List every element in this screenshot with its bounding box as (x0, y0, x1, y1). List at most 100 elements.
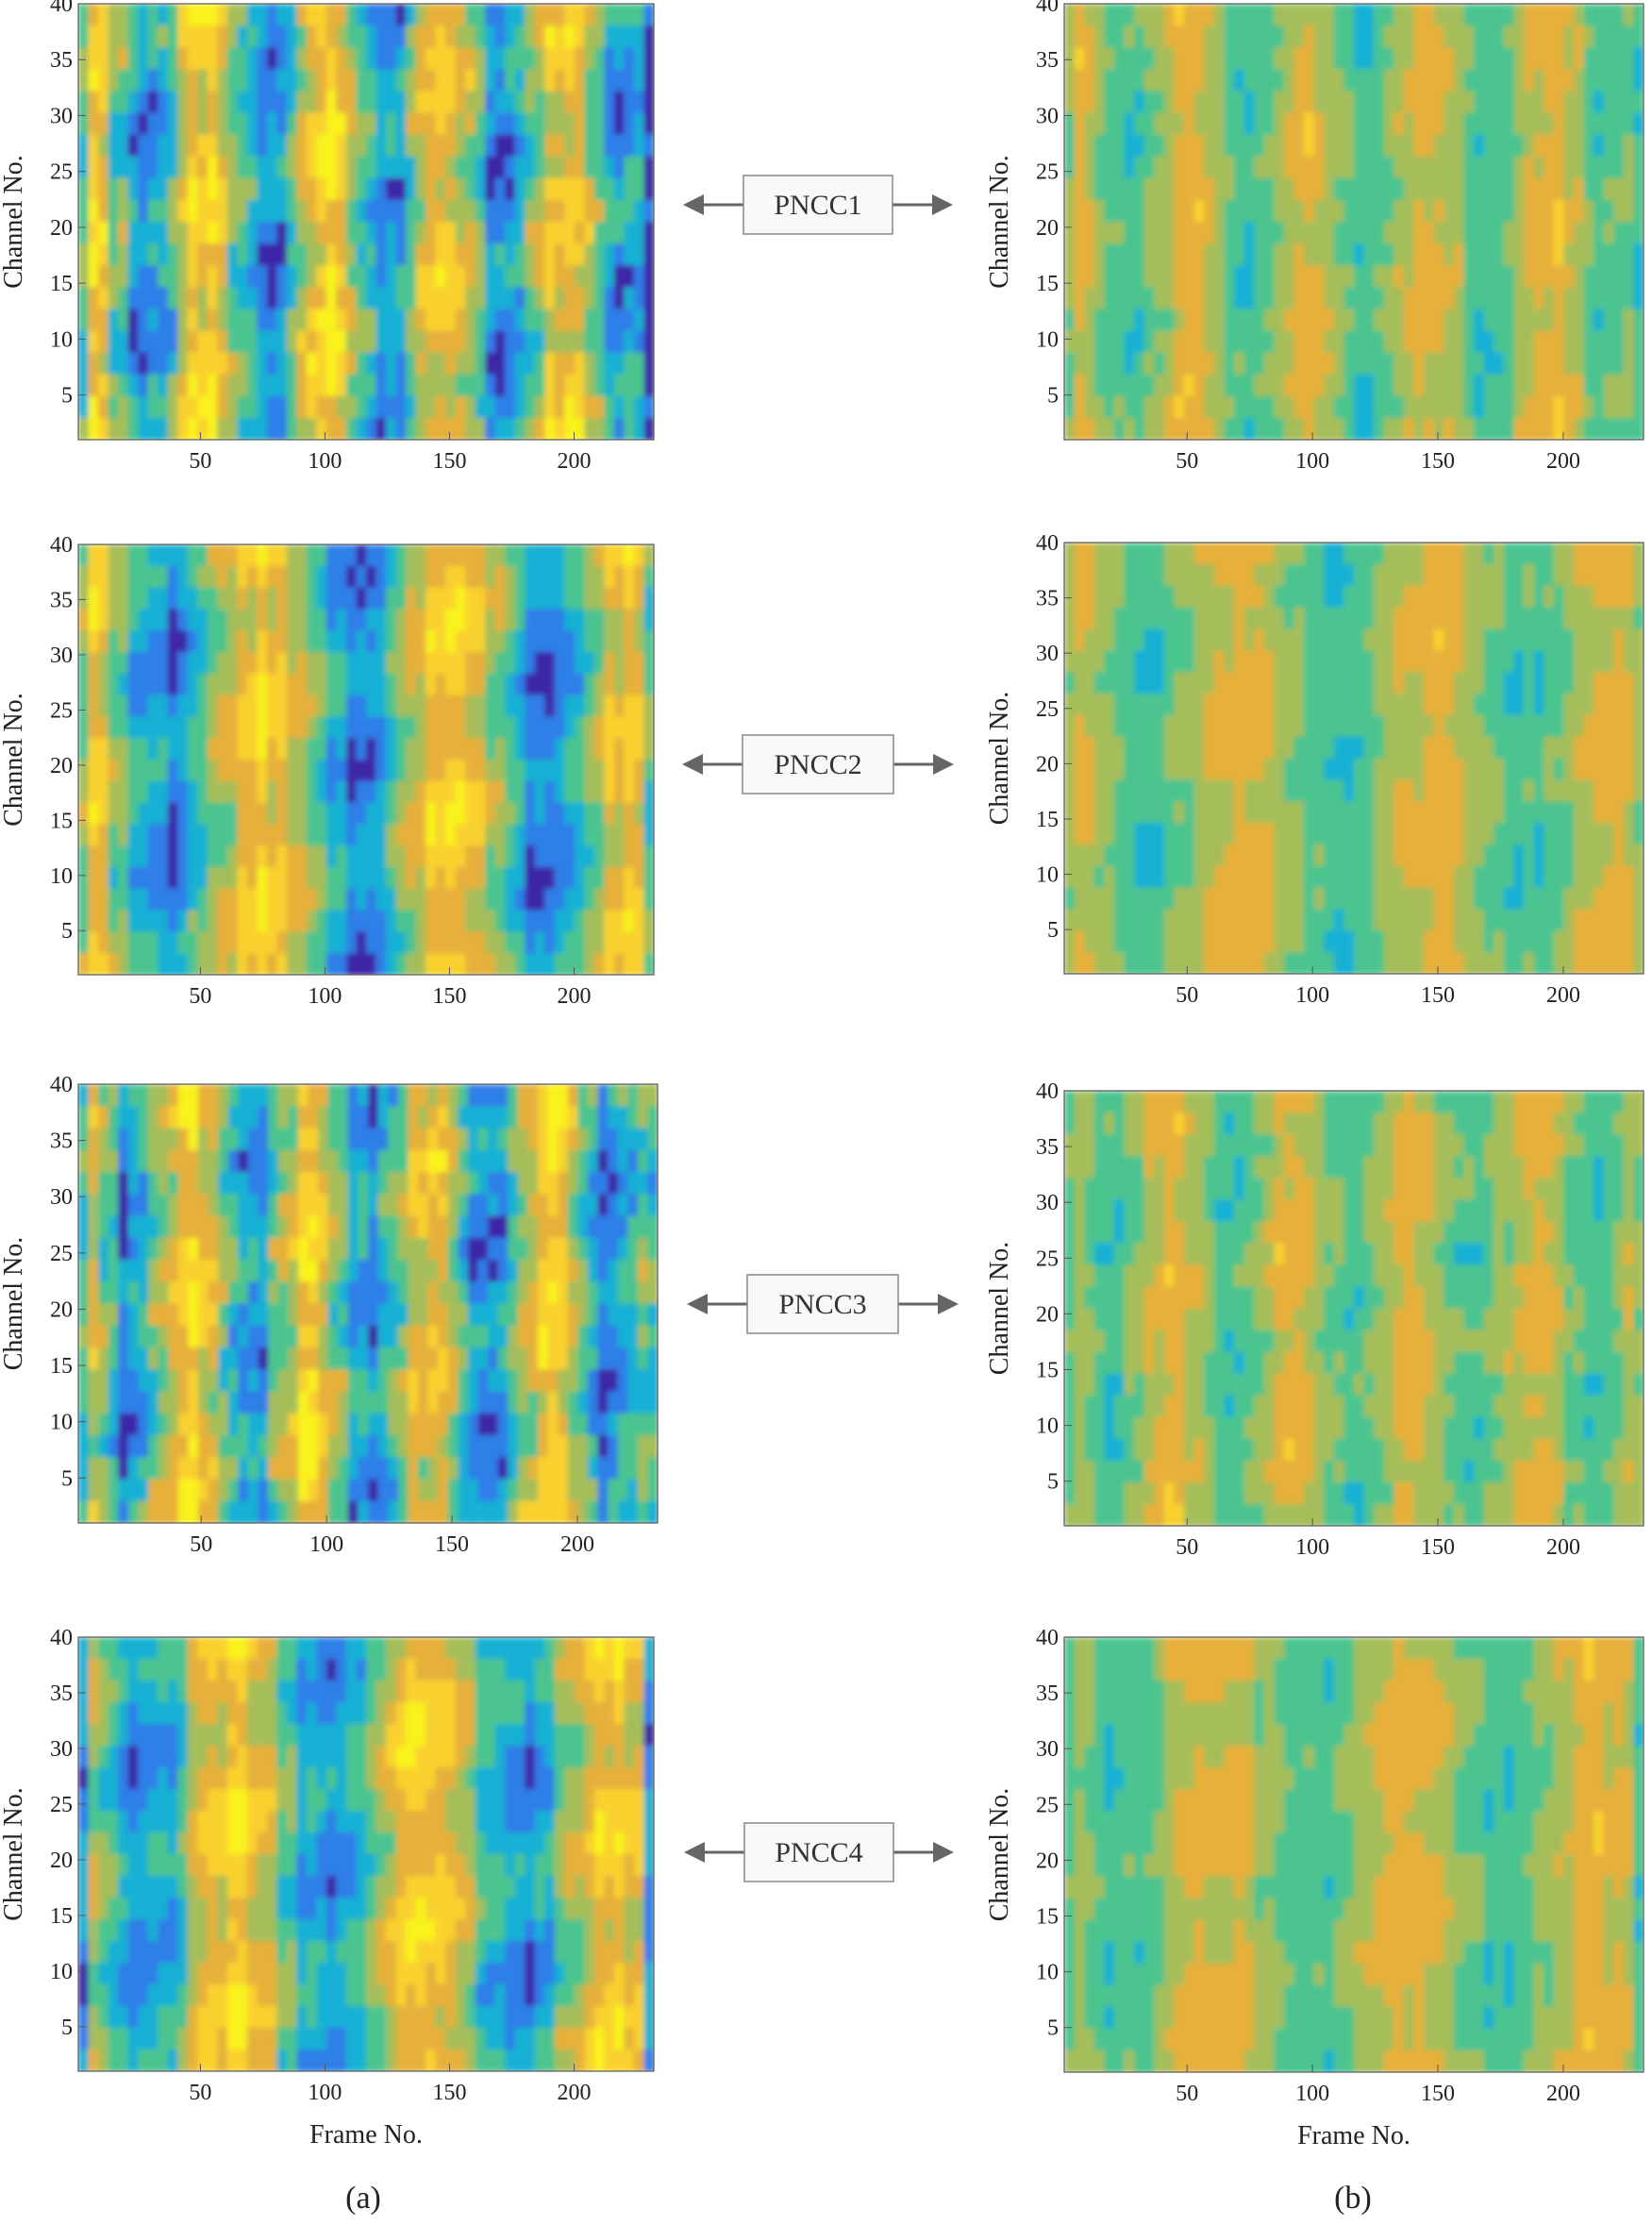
heatmap-cell (286, 156, 298, 179)
heatmap-cell (78, 1325, 90, 1349)
heatmap-cell (266, 112, 278, 136)
heatmap-cell (386, 630, 397, 653)
heatmap-cell (177, 1215, 190, 1239)
heatmap-cell (1224, 563, 1235, 587)
heatmap-cell (435, 352, 447, 376)
heatmap-cell (1143, 243, 1156, 267)
heatmap-cell (1084, 694, 1095, 716)
heatmap-cell (1204, 395, 1215, 419)
heatmap-cell (1293, 650, 1306, 674)
heatmap-cell (604, 69, 615, 92)
heatmap-cell (613, 222, 626, 245)
heatmap-cell (1154, 309, 1165, 332)
heatmap-cell (1553, 156, 1565, 179)
heatmap-cell (465, 374, 476, 397)
heatmap-cell (306, 587, 318, 611)
heatmap-cell (634, 609, 645, 632)
heatmap-cell (167, 25, 179, 49)
heatmap-cell (1623, 112, 1635, 136)
heatmap-cell (375, 352, 387, 376)
heatmap-cell (237, 867, 248, 890)
heatmap-cell (198, 1106, 209, 1129)
heatmap-cell (1424, 779, 1435, 803)
heatmap-cell (306, 69, 318, 92)
heatmap-cell (148, 1128, 159, 1151)
heatmap-cell (1343, 952, 1355, 974)
heatmap-cell (88, 760, 99, 782)
heatmap-cell (1633, 91, 1644, 114)
heatmap-cell (1184, 801, 1195, 825)
heatmap-cell (1633, 177, 1644, 201)
heatmap-cell (1324, 607, 1335, 630)
heatmap-cell (624, 309, 635, 332)
heatmap-cell (108, 544, 120, 567)
heatmap-cell (1283, 156, 1295, 179)
heatmap-cell (356, 199, 367, 223)
heatmap-cell (1254, 714, 1265, 738)
heatmap-cell (257, 330, 268, 354)
heatmap-cell (634, 824, 645, 847)
heatmap-cell (1084, 672, 1095, 694)
heatmap-cell (1413, 801, 1426, 825)
heatmap-cell (1324, 628, 1335, 652)
heatmap-cell (1134, 887, 1145, 911)
heatmap-cell (514, 694, 526, 718)
heatmap-cell (574, 330, 586, 354)
heatmap-cell (1613, 156, 1625, 179)
heatmap-cell (1313, 694, 1326, 716)
heatmap-cell (1064, 395, 1076, 419)
heatmap-cell (1333, 650, 1345, 674)
heatmap-cell (1184, 930, 1195, 954)
heatmap-cell (1343, 199, 1355, 223)
heatmap-cell (1243, 563, 1256, 587)
heatmap-cell (525, 760, 536, 782)
heatmap-cell (1633, 199, 1644, 223)
heatmap-cell (604, 243, 615, 267)
heatmap-cell (207, 716, 219, 740)
heatmap-cell (1204, 4, 1215, 27)
heatmap-cell (346, 112, 358, 136)
heatmap-cell (1513, 309, 1525, 332)
heatmap-cell (534, 352, 546, 376)
heatmap-cell (1623, 352, 1635, 376)
heatmap-cell (1424, 199, 1435, 223)
heatmap-cell (138, 243, 149, 267)
heatmap-cell (1213, 628, 1226, 652)
heatmap-cell (98, 265, 109, 289)
heatmap-cell (177, 694, 189, 718)
heatmap-cell (336, 69, 347, 92)
heatmap-cell (1424, 952, 1435, 974)
heatmap-cell (108, 134, 120, 158)
heatmap-cell (1213, 287, 1226, 310)
heatmap-cell (1603, 714, 1615, 738)
heatmap-cell (1293, 352, 1306, 376)
heatmap-cell (544, 609, 556, 632)
heatmap-cell (158, 953, 169, 975)
heatmap-cell (1104, 801, 1115, 825)
heatmap-cell (375, 309, 387, 332)
heatmap-cell (494, 910, 507, 933)
heatmap-cell (1304, 736, 1315, 760)
heatmap-cell (1483, 714, 1495, 738)
heatmap-cell (485, 199, 496, 223)
heatmap-cell (544, 287, 556, 310)
heatmap-cell (177, 910, 189, 933)
heatmap-cell (346, 544, 358, 567)
heatmap-cell (237, 587, 248, 611)
heatmap-cell (406, 243, 417, 267)
heatmap-cell (375, 25, 387, 49)
heatmap-cell (426, 112, 437, 136)
heatmap-cell (127, 1128, 140, 1151)
heatmap-cell (1603, 909, 1615, 932)
heatmap-cell (1184, 736, 1195, 760)
heatmap-cell (624, 330, 635, 354)
heatmap-cell (426, 802, 437, 826)
heatmap-cell (316, 417, 327, 440)
heatmap-cell (177, 867, 189, 890)
heatmap-cell (138, 673, 149, 696)
heatmap-cell (1403, 844, 1415, 867)
heatmap-cell (1603, 887, 1615, 911)
heatmap-cell (643, 134, 654, 158)
heatmap-cell (226, 931, 239, 955)
heatmap-cell (78, 824, 90, 847)
